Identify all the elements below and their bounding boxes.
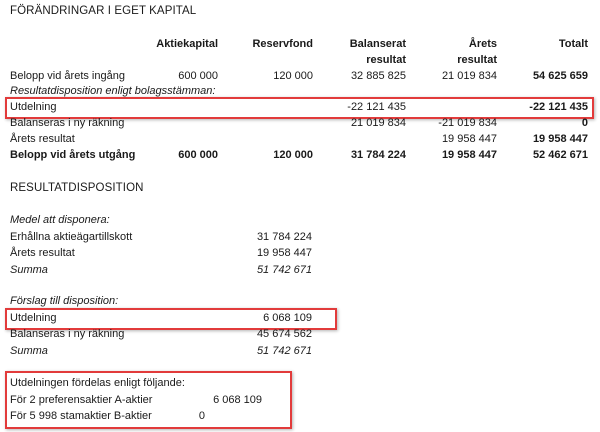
- row-label: Belopp vid årets ingång: [10, 70, 125, 82]
- list-item-label: För 5 998 stamaktier B-aktier: [10, 410, 152, 422]
- column-header: Totalt: [558, 38, 588, 50]
- table-cell: 120 000: [273, 149, 313, 161]
- column-header: Årets: [468, 38, 497, 50]
- table-cell: 31 784 224: [350, 149, 406, 161]
- list-item-value: 6 068 109: [263, 312, 312, 324]
- table-cell: 21 019 834: [350, 117, 406, 129]
- table-cell: -21 019 834: [438, 117, 497, 129]
- column-header: resultat: [457, 54, 497, 66]
- column-header: Reservfond: [252, 38, 313, 50]
- table-cell: 54 625 659: [532, 70, 588, 82]
- proposal-heading: Förslag till disposition:: [10, 295, 119, 307]
- list-item-label: Balanseras i ny räkning: [10, 328, 125, 340]
- disposition-title: RESULTATDISPOSITION: [10, 182, 144, 194]
- table-cell: 600 000: [178, 70, 218, 82]
- list-item-value: 31 784 224: [256, 231, 312, 243]
- table-cell: 32 885 825: [350, 70, 406, 82]
- highlight-box-dividend-distribution: [5, 371, 292, 429]
- list-item-label: Årets resultat: [10, 247, 75, 259]
- table-cell: -22 121 435: [529, 101, 588, 113]
- list-item-label: Summa: [10, 345, 48, 357]
- list-item-value: 6 068 109: [213, 394, 262, 406]
- column-header: resultat: [366, 54, 406, 66]
- column-header: Aktiekapital: [156, 38, 218, 50]
- list-item-value: 51 742 671: [256, 264, 312, 276]
- column-header: Balanserat: [349, 38, 406, 50]
- row-label: Belopp vid årets utgång: [10, 149, 136, 161]
- table-cell: 19 958 447: [532, 133, 588, 145]
- list-item-value: 45 674 562: [256, 328, 312, 340]
- list-item-label: Summa: [10, 264, 48, 276]
- row-label: Årets resultat: [10, 133, 75, 145]
- highlight-box-proposed-dividend: [5, 308, 337, 330]
- list-item-label: För 2 preferensaktier A-aktier: [10, 394, 153, 406]
- row-label: Utdelning: [10, 101, 57, 113]
- table-cell: 600 000: [178, 149, 218, 161]
- list-item-label: Utdelning: [10, 312, 57, 324]
- table-cell: 120 000: [273, 70, 313, 82]
- available-heading: Medel att disponera:: [10, 214, 110, 226]
- list-item-value: 0: [198, 410, 205, 422]
- list-item-value: 19 958 447: [256, 247, 312, 259]
- row-label: Balanseras i ny räkning: [10, 117, 125, 129]
- equity-title: FÖRÄNDRINGAR I EGET KAPITAL: [10, 5, 197, 17]
- table-cell: 52 462 671: [532, 149, 588, 161]
- table-cell: 19 958 447: [441, 133, 497, 145]
- list-item-value: 51 742 671: [256, 345, 312, 357]
- highlight-box-equity-dividend: [5, 97, 594, 119]
- row-label: Resultatdisposition enligt bolagsstämman…: [10, 85, 216, 97]
- list-item-label: Erhållna aktieägartillskott: [10, 231, 133, 243]
- table-cell: -22 121 435: [347, 101, 406, 113]
- table-cell: 0: [581, 117, 588, 129]
- distribution-heading: Utdelningen fördelas enligt följande:: [10, 377, 185, 389]
- table-cell: 19 958 447: [441, 149, 497, 161]
- table-cell: 21 019 834: [441, 70, 497, 82]
